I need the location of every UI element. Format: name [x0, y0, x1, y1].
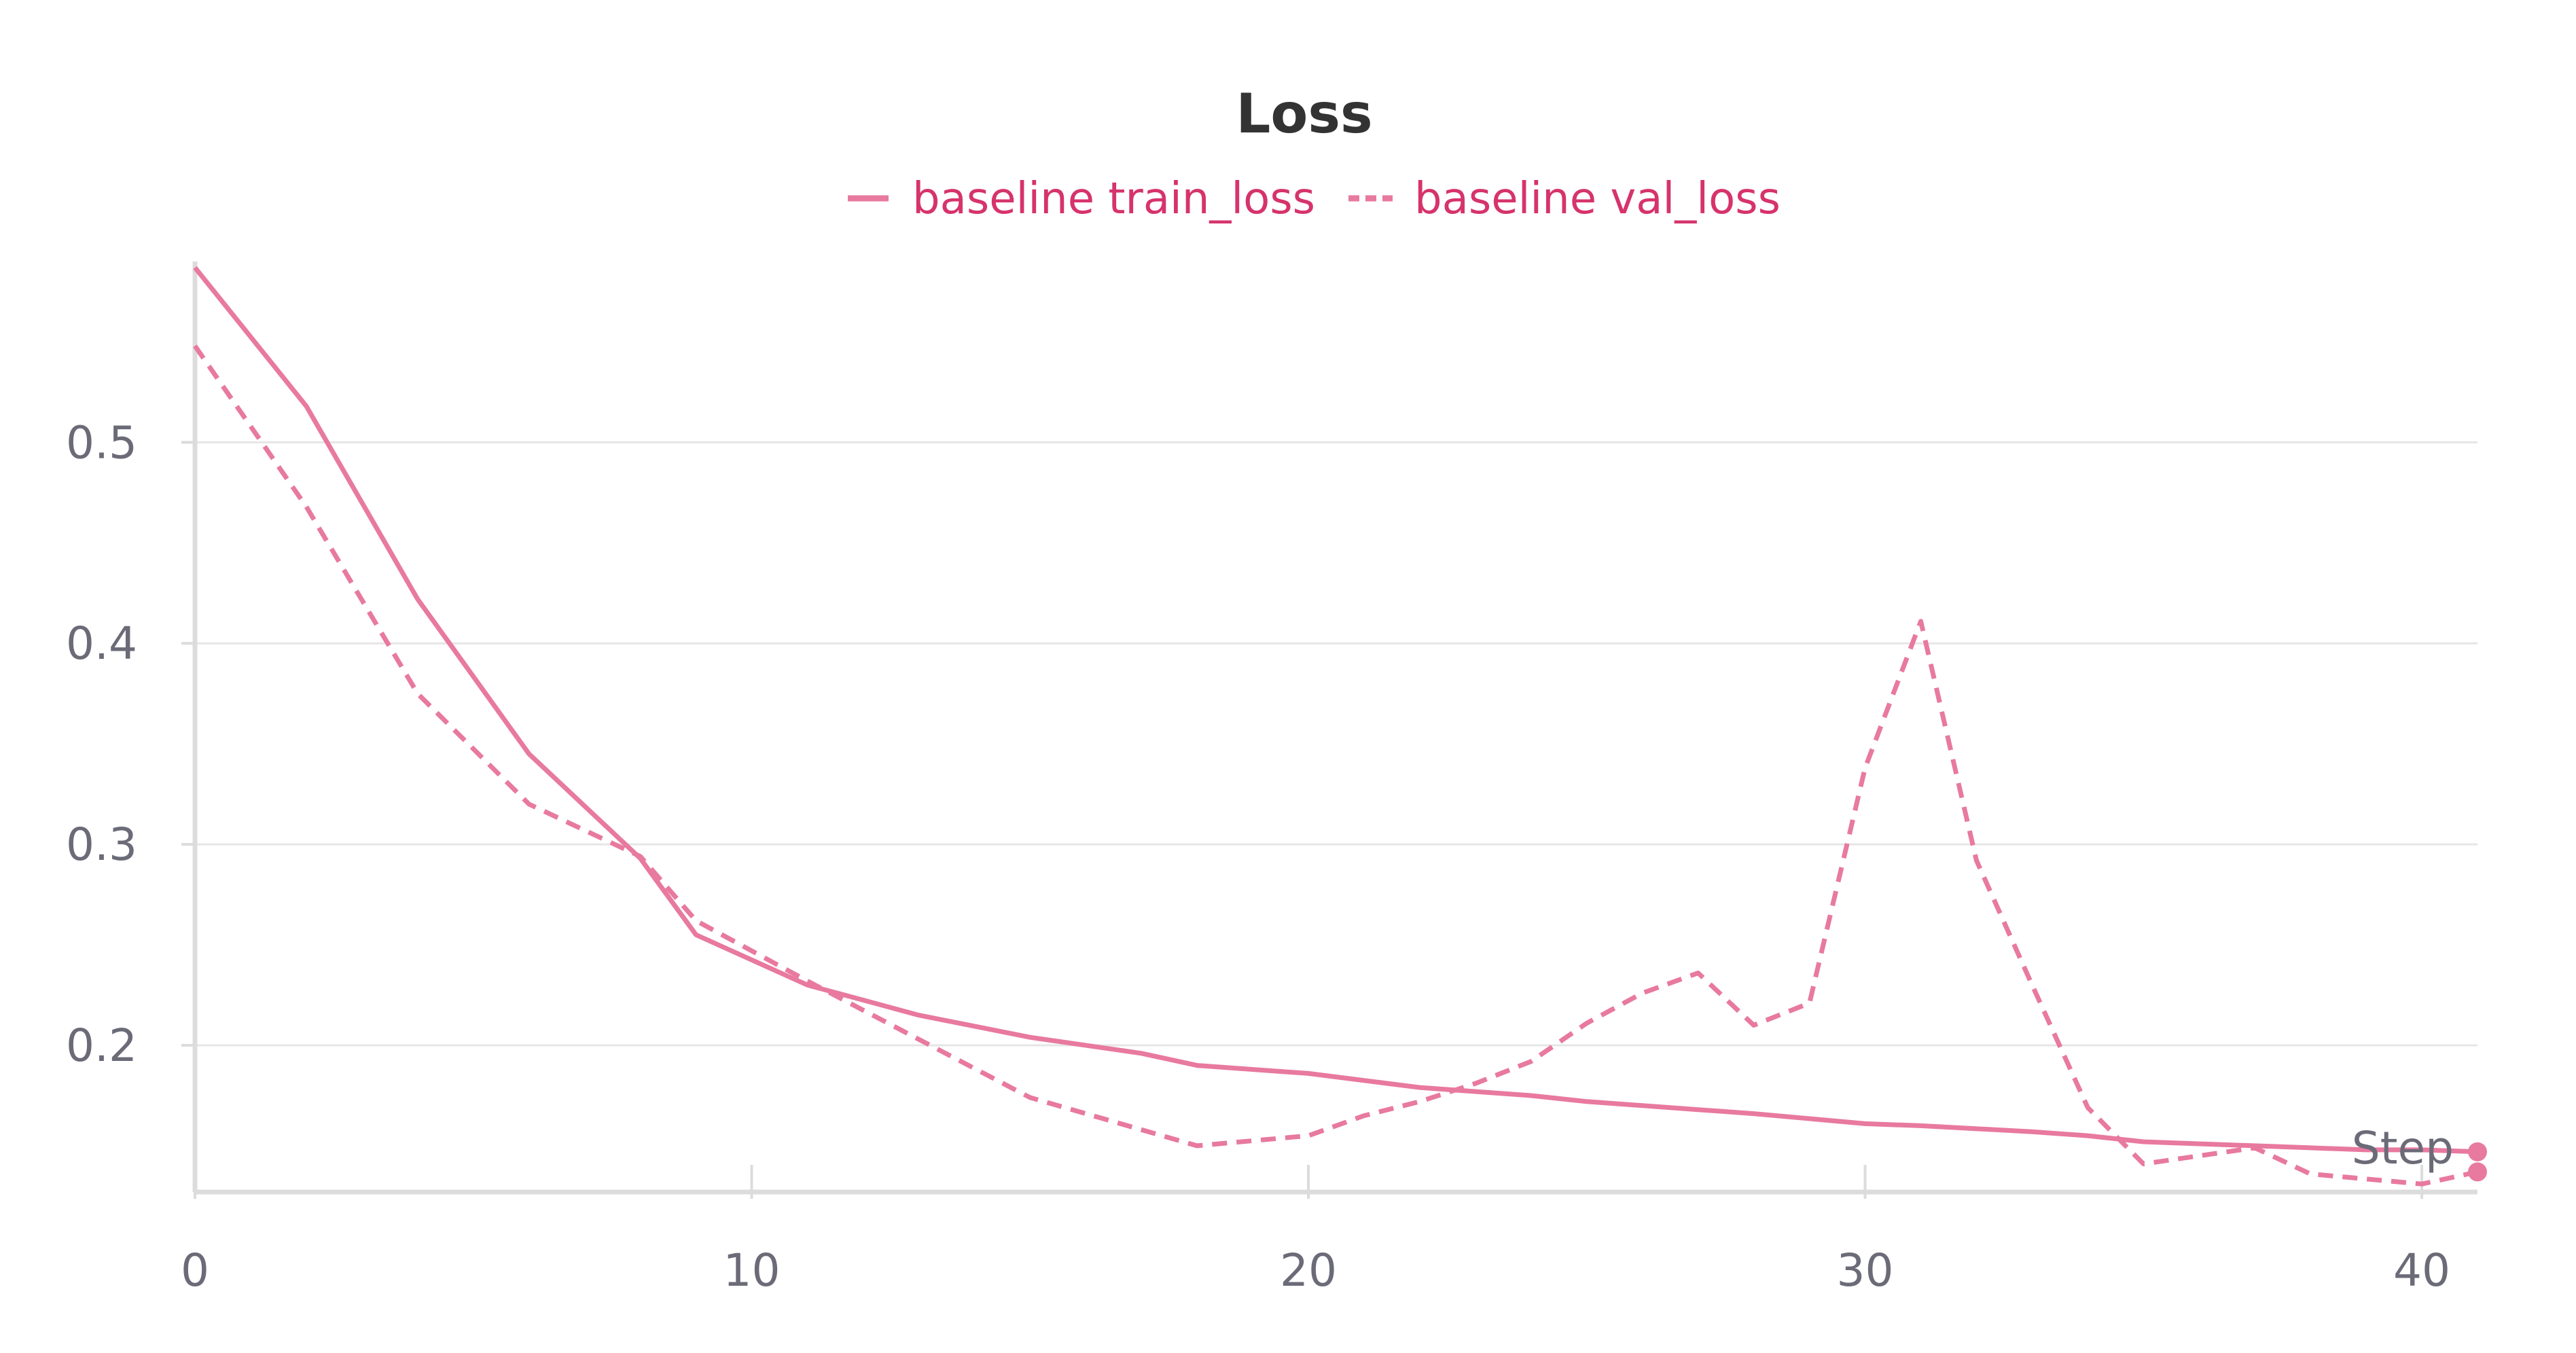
chart-title: Loss [1236, 82, 1372, 145]
series-lines [193, 266, 2478, 1187]
series-end-markers [2468, 1142, 2487, 1182]
x-axis-label: Step [2352, 1122, 2454, 1174]
y-tick-label: 0.2 [66, 1020, 137, 1072]
legend-item-val-loss[interactable]: baseline val_loss [1348, 174, 1781, 224]
y-tick-label: 0.5 [66, 416, 137, 469]
legend-label-val-loss: baseline val_loss [1414, 174, 1781, 224]
y-tick-label: 0.3 [66, 818, 137, 871]
y-tick-label: 0.4 [66, 617, 137, 670]
x-tick-label: 20 [1280, 1244, 1337, 1297]
series-line-train-loss [193, 266, 2478, 1155]
x-tick-label: 0 [181, 1244, 209, 1297]
x-tick-label: 10 [723, 1244, 781, 1297]
legend: baseline train_loss baseline val_loss [848, 174, 1781, 224]
tick-labels: 0.2 0.3 0.4 0.5 0 10 20 30 40 [66, 416, 2450, 1297]
x-tick-label: 40 [2393, 1244, 2450, 1297]
axes [181, 261, 2477, 1199]
end-marker-val-loss [2468, 1162, 2487, 1182]
legend-item-train-loss[interactable]: baseline train_loss [848, 174, 1315, 224]
end-marker-train-loss [2468, 1142, 2487, 1161]
grid-lines [195, 441, 2477, 1047]
series-line-val-loss [193, 344, 2478, 1187]
legend-label-train-loss: baseline train_loss [912, 174, 1315, 224]
x-tick-label: 30 [1837, 1244, 1894, 1297]
